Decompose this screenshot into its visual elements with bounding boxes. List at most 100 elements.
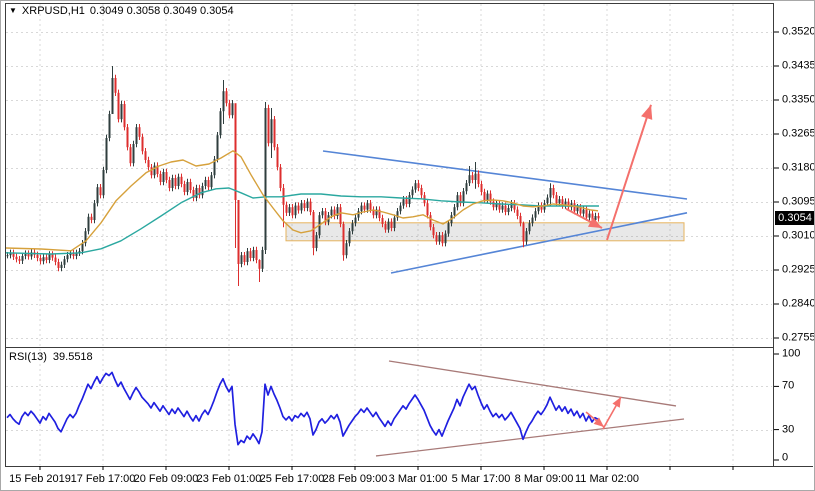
candle-body [135,127,138,144]
candle-body [381,218,384,224]
candle-body [528,223,531,232]
candle-body [72,253,75,256]
breakout-arrow-head [641,104,653,120]
candle-body [339,207,342,224]
candle-body [48,254,51,260]
candle-body [489,193,492,202]
rsi-name: RSI(13) [9,351,47,363]
candle-body [534,211,537,218]
candle-body [162,172,165,182]
time-axis-label: 28 Feb 09:00 [322,473,388,485]
candle-body [366,203,369,210]
price-axis-label: 0.2925 [782,263,815,276]
candle-body [555,195,558,204]
candle-body [12,252,15,257]
candle-body [558,199,561,204]
current-price-badge: 0.3054 [775,211,814,226]
time-axis-label: 11 Mar 02:00 [574,473,640,485]
candle-body [591,213,594,220]
candle-body [438,235,441,242]
candle-body [189,182,192,190]
candle-body [549,188,552,198]
candle-body [84,231,87,244]
candle-body [588,213,591,218]
candle-body [573,203,576,212]
candle-body [330,209,333,216]
candle-body [396,211,399,218]
candle-body [57,262,60,268]
candle-body [468,175,471,184]
candle-body [576,207,579,212]
candle-body [180,176,183,184]
candle-body [81,243,84,252]
candle-body [237,200,240,264]
candle-body [519,216,522,224]
candle-body [186,182,189,192]
candle-body [507,208,510,212]
ma-slow-line [5,187,599,255]
candle-body [129,147,132,164]
candle-body [27,253,30,257]
collapse-icon[interactable]: ▼ [9,6,17,15]
candle-body [411,189,414,196]
candle-body [363,205,366,210]
candle-body [147,160,150,168]
candle-body [483,192,486,200]
candle-body [309,201,312,212]
candle-body [264,108,267,250]
candle-body [315,235,318,248]
candle-body [24,253,27,256]
candle-body [156,165,159,174]
candle-body [39,258,42,262]
candle-body [390,221,393,228]
price-axis-label: 0.2755 [782,331,815,344]
rsi-axis-label: 100 [782,347,801,360]
candle-body [552,188,555,196]
candle-body [546,197,549,204]
candle-body [210,175,213,188]
candle-body [402,199,405,206]
candle-body [348,231,351,244]
candle-body [294,205,297,216]
candle-body [21,256,24,261]
candle-body [426,203,429,216]
candle-body [15,256,18,260]
candle-body [480,184,483,192]
candle-body [300,203,303,211]
candle-body [324,211,327,222]
candle-body [219,111,222,136]
candle-body [123,104,126,128]
candle-body [198,188,201,196]
candle-body [375,209,378,216]
candle-body [216,135,219,160]
candle-body [354,217,357,224]
candle-body [246,251,249,262]
candle-body [69,253,72,256]
candle-body [165,172,168,180]
candle-body [60,264,63,268]
candle-body [594,216,597,220]
candle-body [399,205,402,212]
candle-body [567,201,570,208]
price-axis-label: 0.2840 [782,297,815,310]
symbol-label: ▼ XRPUSD,H1 0.3049 0.3058 0.3049 0.3054 [9,5,234,17]
candle-body [117,92,120,120]
candle-body [105,138,108,170]
candle-body [540,205,543,210]
candle-body [420,188,423,196]
candle-body [504,205,507,212]
candle-body [342,224,345,256]
candle-body [234,103,237,200]
candle-body [243,255,246,262]
candle-body [144,151,147,160]
time-axis-label: 25 Feb 17:00 [259,473,325,485]
candle-body [195,188,198,198]
candle-body [66,255,69,260]
candle-body [360,205,363,212]
candle-body [240,255,243,264]
candle-body [108,114,111,138]
candle-body [522,223,525,242]
candle-body [120,104,123,120]
candle-body [9,252,12,256]
